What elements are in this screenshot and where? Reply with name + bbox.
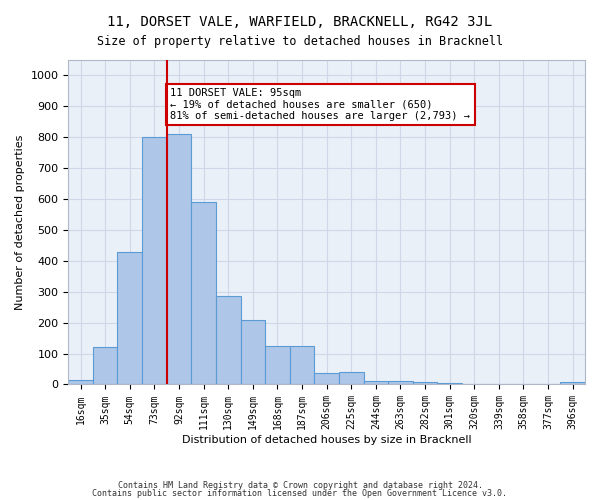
Y-axis label: Number of detached properties: Number of detached properties xyxy=(15,134,25,310)
Text: Contains HM Land Registry data © Crown copyright and database right 2024.: Contains HM Land Registry data © Crown c… xyxy=(118,481,482,490)
Bar xyxy=(413,382,437,384)
Bar xyxy=(290,346,314,385)
Text: Size of property relative to detached houses in Bracknell: Size of property relative to detached ho… xyxy=(97,35,503,48)
Bar xyxy=(388,382,413,384)
Text: 11 DORSET VALE: 95sqm
← 19% of detached houses are smaller (650)
81% of semi-det: 11 DORSET VALE: 95sqm ← 19% of detached … xyxy=(170,88,470,121)
Text: 11, DORSET VALE, WARFIELD, BRACKNELL, RG42 3JL: 11, DORSET VALE, WARFIELD, BRACKNELL, RG… xyxy=(107,15,493,29)
Bar xyxy=(314,372,339,384)
X-axis label: Distribution of detached houses by size in Bracknell: Distribution of detached houses by size … xyxy=(182,435,472,445)
Bar xyxy=(216,296,241,384)
Bar xyxy=(265,346,290,385)
Bar xyxy=(241,320,265,384)
Bar xyxy=(68,380,93,384)
Bar xyxy=(167,134,191,384)
Text: Contains public sector information licensed under the Open Government Licence v3: Contains public sector information licen… xyxy=(92,488,508,498)
Bar xyxy=(191,202,216,384)
Bar xyxy=(93,348,118,385)
Bar xyxy=(339,372,364,384)
Bar xyxy=(364,381,388,384)
Bar xyxy=(118,252,142,384)
Bar xyxy=(142,138,167,384)
Bar xyxy=(560,382,585,384)
Bar xyxy=(437,383,462,384)
